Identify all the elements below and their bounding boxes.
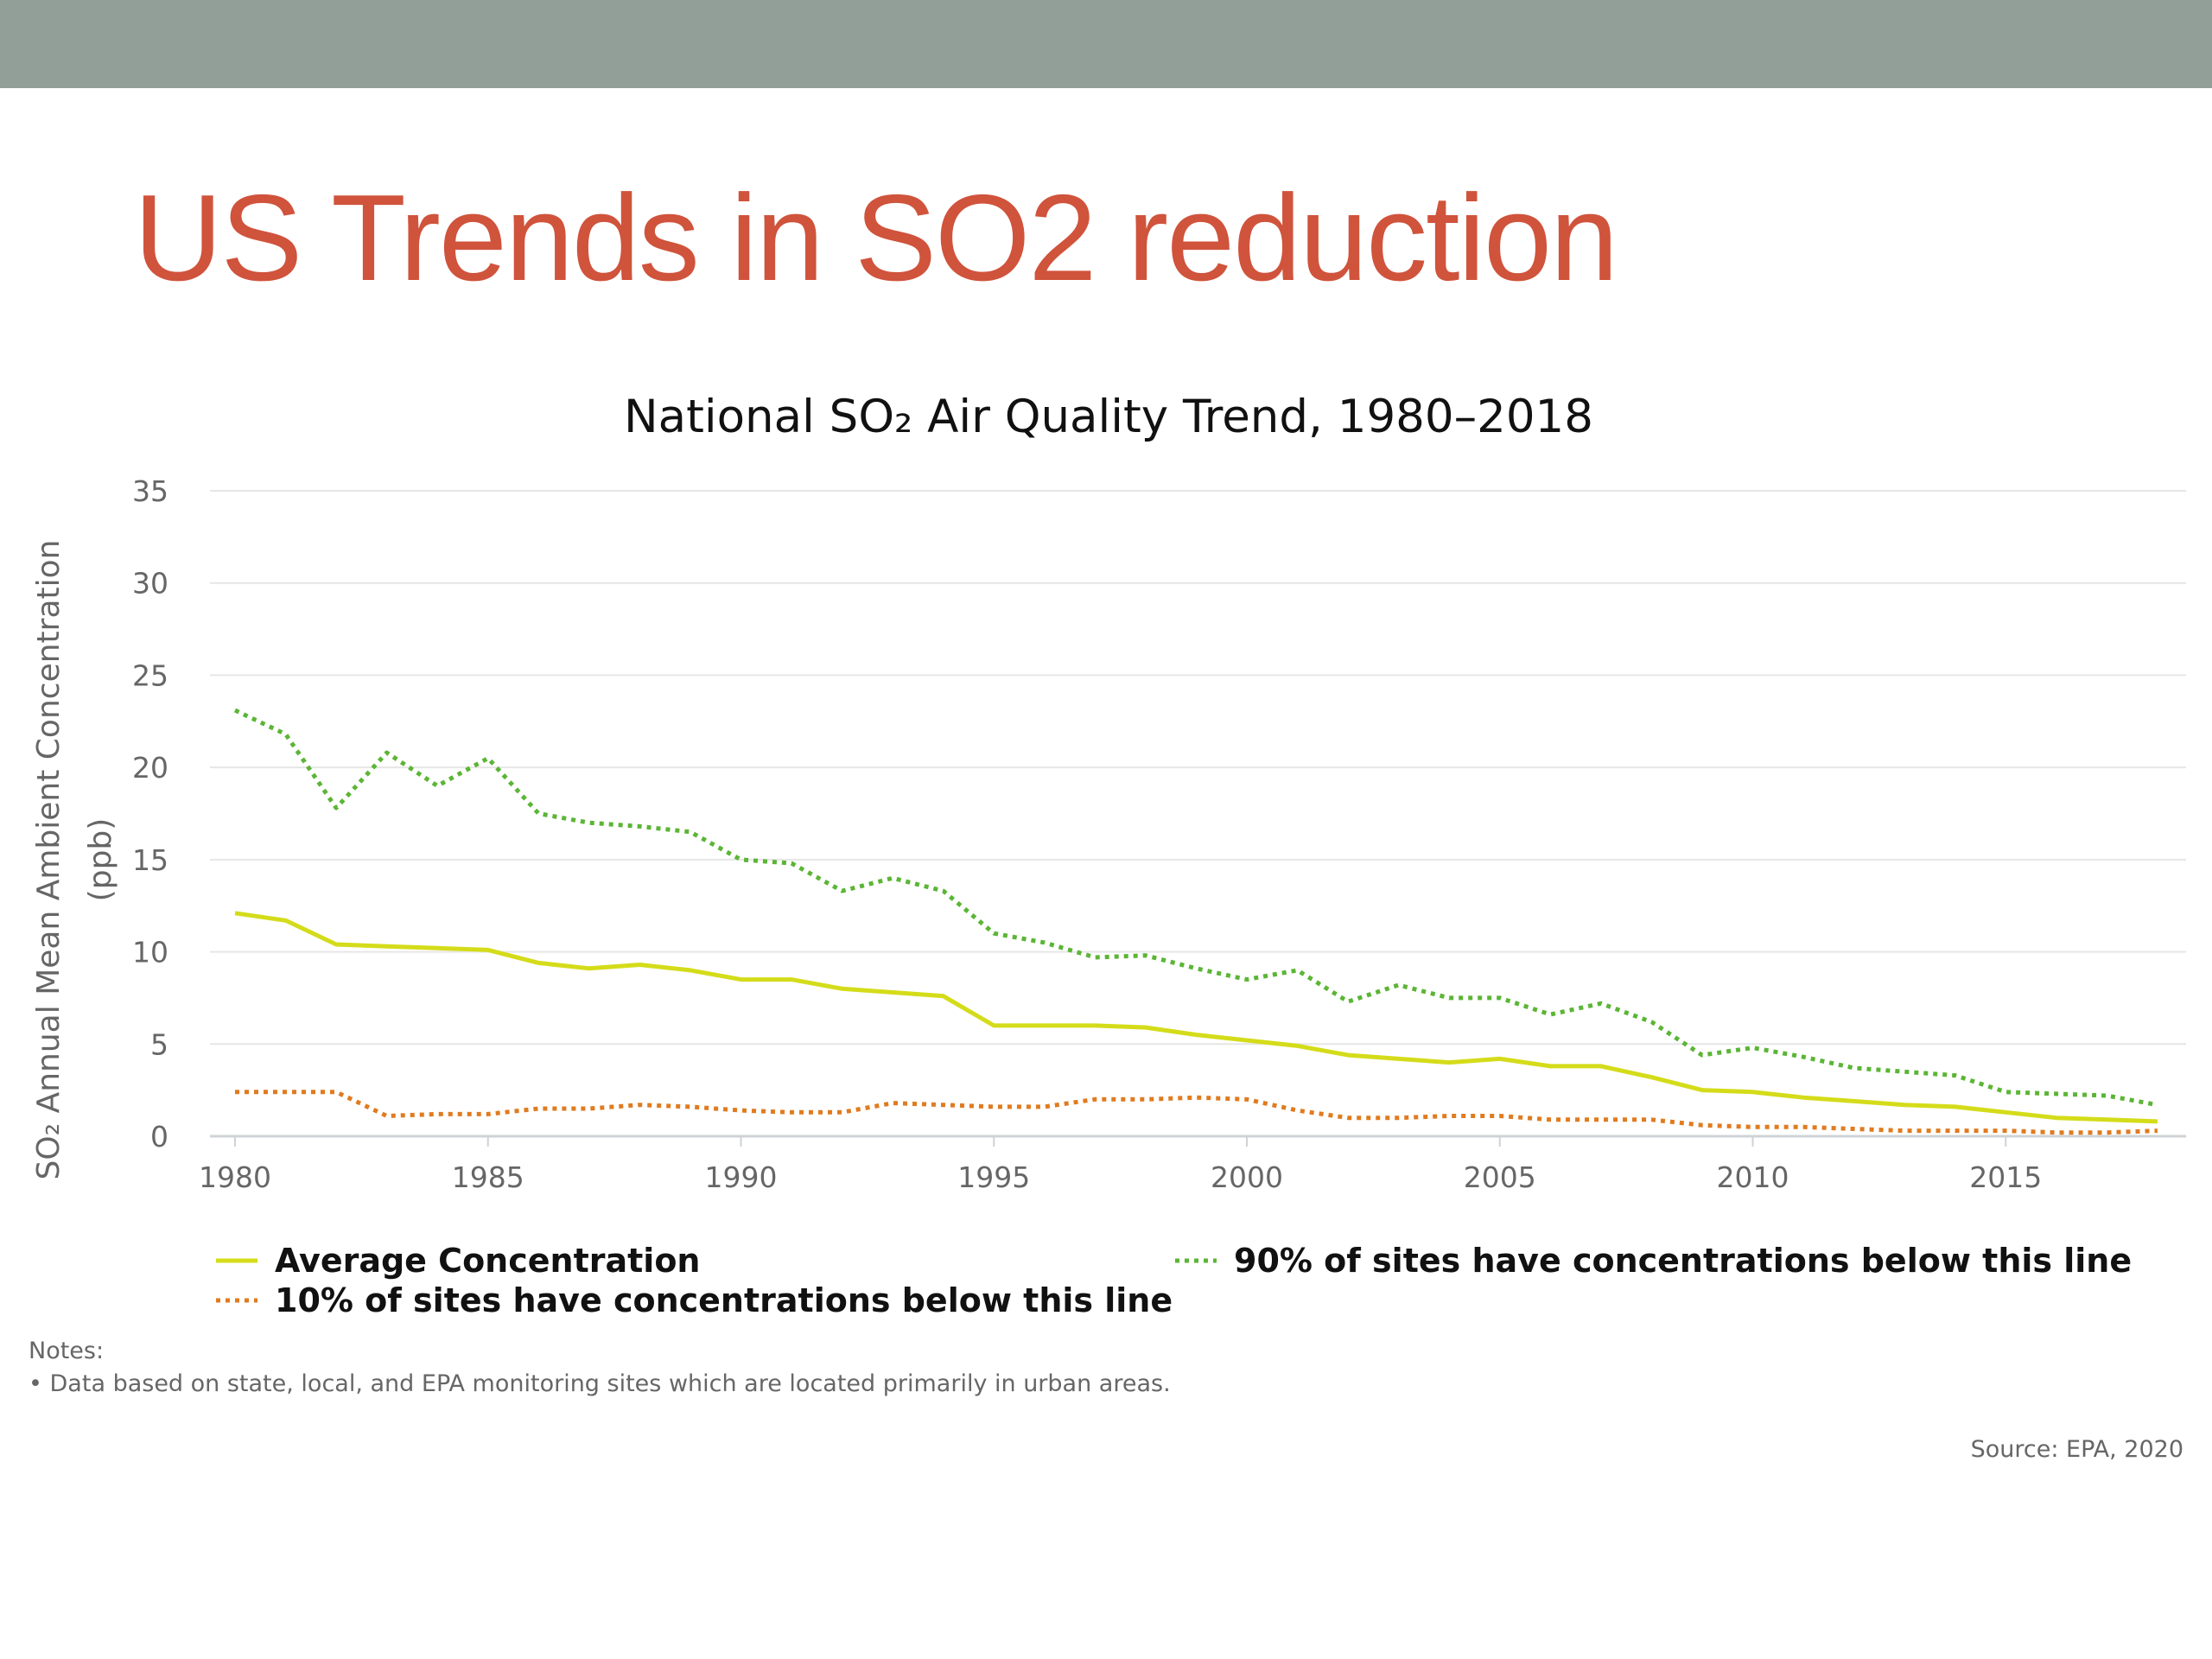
- x-tick-label: 1995: [957, 1160, 1030, 1194]
- x-tick-label: 2000: [1211, 1160, 1283, 1194]
- chart-source: Source: EPA, 2020: [1970, 1436, 2183, 1463]
- x-tick-label: 1980: [199, 1160, 271, 1194]
- y-tick-label: 0: [150, 1120, 168, 1154]
- legend-label-p90: 90% of sites have concentrations below t…: [1234, 1242, 2132, 1280]
- series-lines: [233, 708, 2158, 1135]
- chart-title: National SO₂ Air Quality Trend, 1980–201…: [624, 391, 1593, 443]
- legend-item-average[interactable]: Average Concentration: [216, 1242, 700, 1280]
- legend-item-p10[interactable]: 10% of sites have concentrations below t…: [216, 1281, 1173, 1319]
- y-axis-unit: (ppb): [83, 818, 118, 902]
- note-text: Data based on state, local, and EPA moni…: [49, 1370, 1171, 1397]
- y-tick-label: 5: [150, 1027, 168, 1061]
- y-tick-label: 25: [132, 658, 168, 692]
- x-tick-label: 2010: [1717, 1160, 1789, 1194]
- y-axis-label: SO₂ Annual Mean Ambient Concentration (p…: [31, 540, 118, 1180]
- slide-title: US Trends in SO2 reduction: [134, 169, 1618, 307]
- series-average-line: [234, 911, 2158, 1124]
- notes-heading: Notes:: [29, 1338, 105, 1364]
- chart-notes: Notes: • Data based on state, local, and…: [29, 1335, 1171, 1401]
- x-tick-label: 1985: [452, 1160, 524, 1194]
- x-tick-label: 1990: [705, 1160, 778, 1194]
- legend-label-average: Average Concentration: [275, 1242, 700, 1280]
- legend-item-p90[interactable]: 90% of sites have concentrations below t…: [1175, 1242, 2132, 1280]
- legend-label-p10: 10% of sites have concentrations below t…: [275, 1281, 1173, 1319]
- gridlines: [210, 490, 2186, 1138]
- y-tick-labels: 0 5 10 15 20 25 30 35: [132, 474, 168, 1154]
- legend: Average Concentration 90% of sites have …: [216, 1242, 2132, 1319]
- series-p10-line: [235, 1090, 2158, 1135]
- y-tick-label: 20: [132, 751, 168, 785]
- y-tick-label: 30: [132, 567, 168, 601]
- y-axis-title: SO₂ Annual Mean Ambient Concentration: [31, 540, 67, 1180]
- x-tick-label: 2005: [1464, 1160, 1536, 1194]
- y-tick-label: 15: [132, 843, 168, 877]
- bullet-icon: •: [29, 1370, 50, 1397]
- x-tick-label: 2015: [1969, 1160, 2042, 1194]
- top-bar: [0, 0, 2212, 88]
- x-tick-labels: 1980 1985 1990 1995 2000 2005 2010 2015: [199, 1136, 2042, 1194]
- series-p90-line: [233, 708, 2158, 1108]
- y-tick-label: 35: [132, 474, 168, 508]
- y-tick-label: 10: [132, 936, 168, 969]
- note-item: • Data based on state, local, and EPA mo…: [29, 1368, 1171, 1401]
